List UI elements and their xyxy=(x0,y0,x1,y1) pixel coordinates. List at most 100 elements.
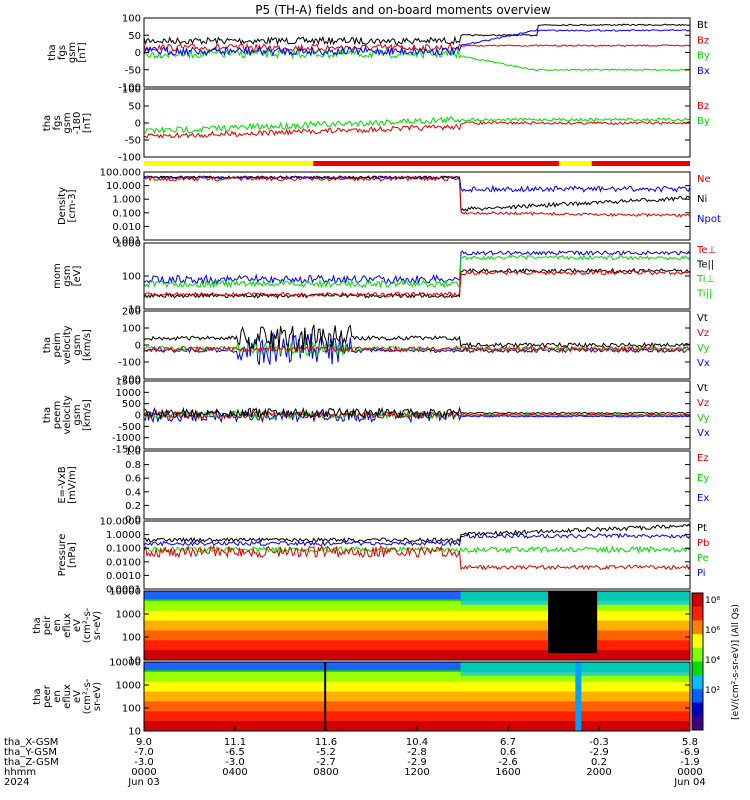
y-axis-label: peer xyxy=(42,684,53,708)
bottom-value: -2.7 xyxy=(316,757,336,768)
bottom-value: 0000 xyxy=(677,767,702,778)
bottom-value: -6.9 xyxy=(680,747,700,758)
y-tick-label: 0.1000 xyxy=(106,544,141,555)
legend-label: Pt xyxy=(697,523,707,534)
y-tick-label: 0.0100 xyxy=(106,557,141,568)
panel-frame xyxy=(143,171,691,241)
y-tick-label: 0 xyxy=(135,341,141,352)
y-tick-label: 50 xyxy=(128,31,141,42)
y-tick-label: 0 xyxy=(135,411,141,422)
bottom-value: -3.0 xyxy=(225,757,245,768)
y-axis-label: -180 xyxy=(72,112,83,135)
series-line-black xyxy=(143,406,691,420)
y-tick-label: 100 xyxy=(122,324,141,335)
series-line-blue xyxy=(143,532,691,547)
bottom-row-label: tha_Y-GSM xyxy=(4,747,57,758)
spectrogram-gap xyxy=(324,662,327,731)
y-tick-label: 0.2 xyxy=(125,501,141,512)
y-tick-label: 200 xyxy=(122,307,141,318)
legend-label: Bz xyxy=(697,101,709,112)
legend-label: Vz xyxy=(697,398,709,409)
panel-frame xyxy=(143,520,691,590)
series-line-black xyxy=(143,175,691,212)
panel-fgs_rot: 100 50 0 -50 -100 tha fgs gsm -180 [nT] Bz By xyxy=(42,85,710,164)
legend-label: Vx xyxy=(697,358,710,369)
y-axis-label: tha xyxy=(32,688,43,704)
legend-label: Pe xyxy=(697,553,709,564)
y-axis-label: peem xyxy=(52,401,63,429)
y-axis-label: Pressure xyxy=(57,534,68,577)
series-line-black xyxy=(143,23,691,47)
bottom-value: 1600 xyxy=(495,767,520,778)
series-line-blue xyxy=(143,250,691,285)
legend-label: Bt xyxy=(697,20,708,31)
legend-label: Te|| xyxy=(696,260,714,271)
legend-label: Te⊥ xyxy=(696,245,716,256)
legend-label: Ez xyxy=(697,453,709,464)
colorbar-tick-label: 10² xyxy=(705,686,720,696)
series-line-blue xyxy=(143,28,691,58)
y-tick-label: 10.0000 xyxy=(100,517,141,528)
y-tick-label: 0.6 xyxy=(125,474,141,485)
bottom-value: -0.3 xyxy=(589,737,609,748)
y-tick-label: 0.001 xyxy=(112,236,141,247)
y-tick-label: 50 xyxy=(128,102,141,113)
y-tick-label: 1000 xyxy=(116,681,141,692)
y-axis-label: en xyxy=(52,619,63,632)
y-tick-label: -100 xyxy=(118,153,141,164)
y-tick-label: 10 xyxy=(128,656,141,667)
y-axis-label: eflux xyxy=(62,684,73,709)
spectrogram-band xyxy=(144,662,461,671)
mode-bar xyxy=(144,161,690,166)
mode-bar-segment xyxy=(591,161,690,166)
bottom-row-label: hhmm xyxy=(4,767,36,778)
colorbar-segment xyxy=(692,702,703,717)
legend-label: Ne xyxy=(697,174,711,185)
panel-espec: 10000 1000 100 10 tha peer en eflux eV (cm²-s-sr-… xyxy=(32,658,691,738)
y-axis-label: gsm xyxy=(62,112,73,133)
series-line-red xyxy=(143,345,690,354)
y-axis-label: [cm-3] xyxy=(67,189,78,222)
spectrogram-band xyxy=(144,640,690,651)
y-axis-label: gsm xyxy=(72,334,83,355)
bottom-value: -2.8 xyxy=(407,747,427,758)
y-tick-label: 0.0010 xyxy=(106,571,141,582)
panel-frame xyxy=(143,310,691,380)
y-axis-label: tha xyxy=(32,617,43,633)
y-axis-label: peir xyxy=(42,615,53,635)
y-tick-label: 10000 xyxy=(109,587,141,598)
colorbar-segment xyxy=(692,634,703,649)
y-tick-label: 100 xyxy=(122,272,141,283)
y-tick-label: 10 xyxy=(128,305,141,316)
colorbar-label: [eV/(cm²-s-sr-eV)] (All Qs) xyxy=(731,604,741,720)
colorbar-tick-label: 10⁶ xyxy=(705,626,720,636)
legend-label: Bz xyxy=(697,35,709,46)
y-tick-label: 1.0000 xyxy=(106,530,141,541)
bottom-value: 0.2 xyxy=(591,757,607,768)
bottom-value: 1200 xyxy=(404,767,429,778)
legend-label: Ti⊥ xyxy=(696,274,714,285)
colorbar-segment xyxy=(692,675,703,690)
panel-frame xyxy=(143,88,691,158)
mode-bar-segment xyxy=(144,161,314,166)
series-line-red xyxy=(143,544,691,571)
y-tick-label: 1000 xyxy=(116,610,141,621)
bottom-value: -1.9 xyxy=(680,757,700,768)
colorbar-segment xyxy=(692,593,703,608)
spectrogram-band xyxy=(144,681,690,693)
y-axis-label: [nT] xyxy=(82,113,93,133)
colorbar-tick-label: 10⁴ xyxy=(705,656,720,666)
bottom-value: Jun 03 xyxy=(127,777,160,788)
legend-label: Ey xyxy=(697,473,709,484)
bottom-value: -2.9 xyxy=(589,747,609,758)
series-line-green xyxy=(143,48,691,72)
series-line-black xyxy=(143,523,691,543)
bottom-value: 0800 xyxy=(313,767,338,778)
y-axis-label: sr-eV) xyxy=(92,682,103,711)
panel-frame xyxy=(143,17,691,88)
bottom-value: -7.0 xyxy=(134,747,154,758)
bottom-value: Jun 04 xyxy=(673,777,706,788)
y-tick-label: 500 xyxy=(122,399,141,410)
spectrogram-band xyxy=(144,701,690,712)
y-tick-label: -50 xyxy=(125,136,141,147)
